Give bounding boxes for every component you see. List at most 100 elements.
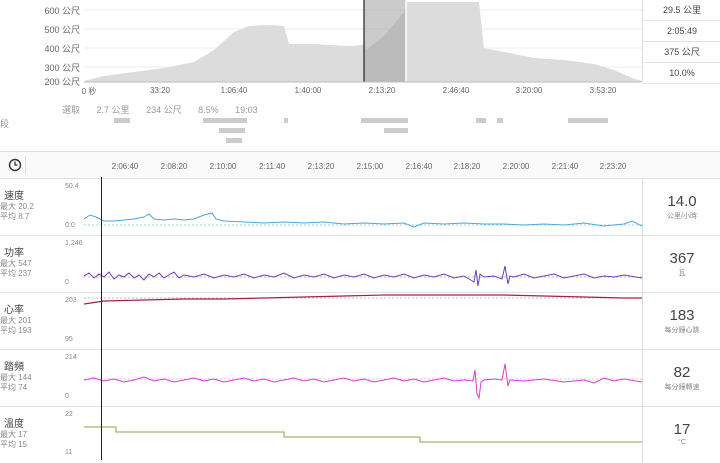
elevation-label: 300 公尺 [44, 63, 80, 73]
metric-value-box: 17 °C [642, 407, 720, 463]
metric-row-cadence: 踏頻 最大 144 平均 74 214 0 82 每分鐘轉速 [0, 350, 720, 407]
stat-elevation: 375 公尺 [643, 42, 720, 63]
metric-axis-max: 22 [65, 411, 73, 418]
metric-max: 最大 144 [0, 373, 32, 382]
metric-name: 溫度 [4, 419, 24, 430]
metric-row-speed: 速度 最大 20.2 平均 8.7 50.4 0.0 14.0 公里/小時 [0, 179, 720, 236]
metric-axis-max: 50.4 [65, 183, 79, 190]
power-line [84, 265, 642, 287]
metric-avg: 平均 237 [0, 269, 32, 278]
metric-unit: 瓦 [678, 270, 686, 277]
heart-rate-plot[interactable] [84, 293, 642, 349]
segment-bar[interactable] [219, 128, 245, 133]
timeline-tick: 2:18:20 [453, 162, 481, 171]
metric-avg: 平均 193 [0, 326, 32, 335]
elevation-profile[interactable] [84, 0, 642, 84]
cadence-plot[interactable] [84, 350, 642, 406]
segment-bar[interactable] [114, 118, 130, 123]
time-tick: 1:40:00 [294, 86, 322, 95]
metric-axis-min: 0.0 [65, 222, 75, 229]
stat-grade: 10.0% [643, 63, 720, 84]
metric-value-box: 82 每分鐘轉速 [642, 350, 720, 406]
metric-name: 心率 [4, 305, 24, 316]
metric-value-box: 14.0 公里/小時 [642, 179, 720, 235]
segment-bar[interactable] [497, 118, 503, 123]
clock-button[interactable] [5, 156, 26, 174]
metric-max: 最大 17 [0, 430, 28, 439]
metric-name: 踏頻 [4, 362, 24, 373]
metric-axis-min: 11 [65, 449, 73, 456]
selection-summary: 選取 2.7 公里 234 公尺 8.5% 19:03 [62, 103, 272, 116]
metric-value-box: 183 每分鐘心跳 [642, 293, 720, 349]
power-plot[interactable] [84, 236, 642, 292]
elevation-label: 600 公尺 [44, 6, 80, 16]
timeline-tick: 2:06:40 [111, 162, 139, 171]
metric-value: 82 [673, 364, 691, 381]
segment-bar[interactable] [361, 118, 408, 123]
selection-region [364, 0, 406, 82]
speed-plot[interactable] [84, 179, 642, 235]
metric-unit: °C [678, 439, 686, 446]
time-cursor-line[interactable] [101, 177, 102, 460]
metric-max: 最大 20.2 [0, 202, 34, 211]
zoom-timeline: 2:06:40 2:08:20 2:10:00 2:11:40 2:13:20 … [0, 151, 720, 179]
selection-distance: 2.7 公里 [96, 105, 130, 115]
metric-unit: 公里/小時 [667, 213, 697, 220]
metric-avg: 平均 8.7 [0, 212, 30, 221]
timeline-tick: 2:11:40 [258, 162, 286, 171]
clock-icon [8, 158, 22, 172]
segments-label: 段 [0, 119, 10, 129]
metric-row-heart-rate: 心率 最大 201 平均 193 203 95 183 每分鐘心跳 [0, 293, 720, 350]
segment-bar[interactable] [226, 138, 242, 143]
time-tick: 3:20:00 [515, 86, 543, 95]
metric-axis-max: 214 [65, 354, 77, 361]
segment-bar[interactable] [384, 128, 408, 133]
stat-time: 2:05:49 [643, 21, 720, 42]
timeline-tick: 2:10:00 [209, 162, 237, 171]
metric-axis-min: 95 [65, 336, 73, 343]
elevation-label: 200 公尺 [44, 77, 80, 87]
metric-axis-min: 0 [65, 279, 69, 286]
time-tick: 1:06:40 [220, 86, 248, 95]
metric-avg: 平均 15 [0, 440, 28, 449]
timeline-tick: 2:21:40 [551, 162, 579, 171]
segment-bar[interactable] [568, 118, 608, 123]
time-tick: 0 秒 [81, 87, 97, 96]
timeline-tick: 2:23:20 [599, 162, 627, 171]
temperature-plot[interactable] [84, 407, 642, 460]
metric-max: 最大 547 [0, 259, 32, 268]
metric-avg: 平均 74 [0, 383, 28, 392]
metric-value: 367 [669, 250, 695, 267]
time-tick: 2:46:40 [442, 86, 470, 95]
selection-elevation: 234 公尺 [146, 105, 182, 115]
metric-name: 功率 [4, 248, 24, 259]
segment-bar[interactable] [476, 118, 486, 123]
heart-rate-line [84, 294, 642, 305]
segment-bar[interactable] [284, 118, 288, 123]
time-tick: 3:53:20 [589, 86, 617, 95]
timeline-tick: 2:16:40 [405, 162, 433, 171]
metric-max: 最大 201 [0, 316, 32, 325]
temperature-line [84, 426, 642, 443]
elevation-label: 400 公尺 [44, 44, 80, 54]
selection-grade: 8.5% [198, 105, 219, 115]
metric-unit: 每分鐘轉速 [664, 384, 700, 391]
metric-name: 速度 [4, 191, 24, 202]
elevation-area [84, 2, 642, 82]
selection-stats: 29.5 公里 2:05:49 375 公尺 10.0% [642, 0, 720, 84]
metric-axis-max: 1,246 [65, 240, 83, 247]
time-tick: 33:20 [149, 86, 171, 95]
metric-row-temperature: 溫度 最大 17 平均 15 22 11 17 °C [0, 407, 720, 463]
elevation-overview[interactable]: 600 公尺 500 公尺 400 公尺 300 公尺 200 公尺 0 秒 3… [0, 0, 720, 100]
segment-bar[interactable] [203, 118, 247, 123]
metric-value: 14.0 [667, 193, 697, 210]
timeline-tick: 2:15:00 [356, 162, 384, 171]
timeline-tick: 2:08:20 [160, 162, 188, 171]
stat-distance: 29.5 公里 [643, 0, 720, 21]
elevation-label: 500 公尺 [44, 25, 80, 35]
timeline-tick: 2:13:20 [307, 162, 335, 171]
metric-axis-min: 0 [65, 393, 69, 400]
speed-line [84, 212, 642, 228]
metric-unit: 每分鐘心跳 [664, 327, 700, 334]
time-tick: 2:13:20 [368, 86, 396, 95]
